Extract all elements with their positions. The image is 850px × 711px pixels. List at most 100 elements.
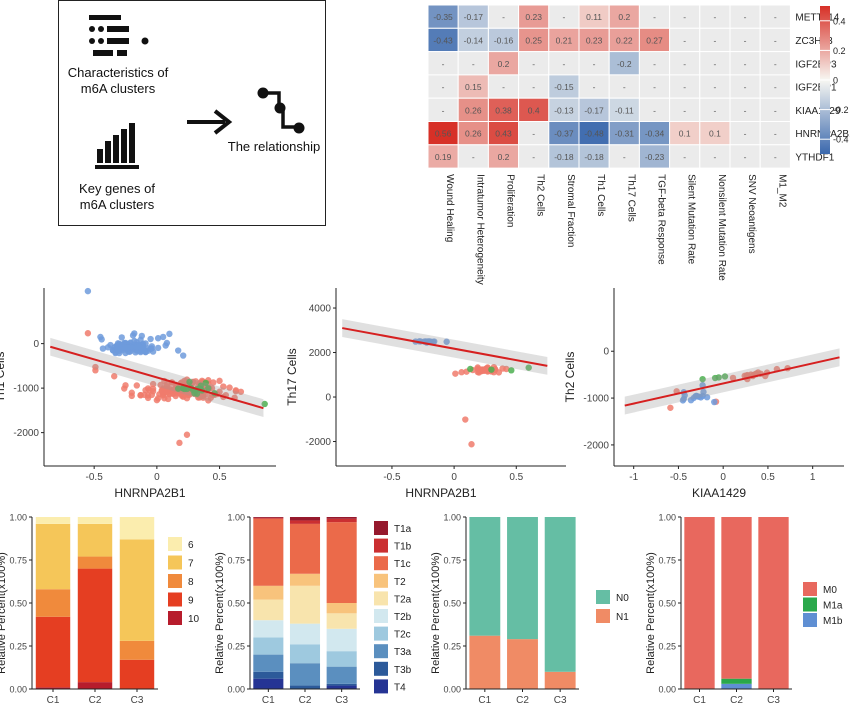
heatmap-cell-label: -0.2 bbox=[617, 59, 632, 69]
heatmap-cell-label: - bbox=[713, 59, 716, 69]
heatmap-cell-label: 0.1 bbox=[679, 129, 691, 139]
stacked-bar-segment bbox=[721, 683, 752, 689]
stacked-bar-segment bbox=[326, 651, 357, 667]
heatmap-cell-label: - bbox=[683, 12, 686, 22]
legend-swatch bbox=[168, 537, 182, 551]
stacked-bar-segment bbox=[253, 599, 284, 621]
heatmap-cell bbox=[759, 144, 791, 169]
heatmap-cell-label: - bbox=[774, 152, 777, 162]
stacked-bar-segment bbox=[326, 628, 357, 652]
y-tick-label: 4000 bbox=[309, 304, 332, 315]
stacked-bar-segment bbox=[326, 522, 357, 603]
scatter-point bbox=[174, 385, 182, 392]
heatmap-cell-label: - bbox=[653, 59, 656, 69]
scatter1-chart: -0.5 0 0.5 0 -1000 -2000 HNRNPA2B1 Th1 Cells bbox=[0, 287, 276, 500]
x-tick-label: C2 bbox=[730, 695, 743, 706]
scatter-point bbox=[111, 373, 118, 380]
heatmap-cell-label: 0.27 bbox=[646, 35, 663, 45]
legend-swatch bbox=[374, 626, 388, 641]
scatter-point bbox=[133, 382, 140, 389]
heatmap-cell-label: - bbox=[472, 59, 475, 69]
y-tick-label: 0.75 bbox=[9, 556, 27, 566]
x-tick-label: C1 bbox=[47, 695, 60, 706]
stacked-bar-segment bbox=[469, 635, 501, 689]
y-tick-label: -1000 bbox=[13, 384, 39, 395]
stacked-bar-segment bbox=[253, 517, 284, 518]
y-tick-label: 0 bbox=[603, 347, 609, 358]
stacked-bar-segment bbox=[289, 663, 321, 686]
heatmap-row-label: IGF2BP1 bbox=[795, 83, 837, 94]
heatmap-cell-label: 0.25 bbox=[525, 35, 542, 45]
y-tick-label: 1.00 bbox=[227, 513, 245, 523]
stacked-bar-segment bbox=[35, 616, 71, 688]
x-tick-label: C2 bbox=[299, 695, 312, 706]
y-tick-label: 0.00 bbox=[658, 685, 676, 695]
stacked-bar-segment bbox=[758, 517, 789, 689]
heatmap-cell-label: 0.26 bbox=[465, 129, 482, 139]
heatmap-cell-label: - bbox=[593, 82, 596, 92]
x-axis-label: HNRNPA2B1 bbox=[405, 486, 476, 500]
scatter-point bbox=[173, 390, 181, 397]
heatmap-cell-label: -0.48 bbox=[584, 129, 604, 139]
y-tick-label: 0.25 bbox=[9, 642, 27, 652]
scatter-point bbox=[104, 344, 112, 351]
scatter2-chart: -0.5 0 0.5 4000 2000 0 -2000 HNRNPA2B1 Th17 Cell… bbox=[285, 288, 566, 500]
stacked-bar-segment bbox=[289, 623, 321, 645]
scatter-point bbox=[154, 335, 162, 342]
heatmap-cell-label: - bbox=[774, 12, 777, 22]
heatmap-cell-label: -0.35 bbox=[433, 12, 453, 22]
legend-label: 7 bbox=[188, 559, 194, 570]
heatmap-cell-label: -0.15 bbox=[554, 82, 574, 92]
heatmap-cell-label: - bbox=[683, 82, 686, 92]
heatmap-cell-label: 0.26 bbox=[465, 105, 482, 115]
y-tick-label: 0.50 bbox=[227, 599, 245, 609]
stacked-bar-segment bbox=[77, 568, 113, 683]
scatter-point bbox=[667, 404, 674, 411]
stacked-bar-segment bbox=[289, 573, 321, 586]
stacked-bar-segment bbox=[289, 585, 321, 624]
stacked-bar-segment bbox=[77, 556, 113, 569]
x-tick-label: C3 bbox=[554, 695, 567, 706]
scatter-point bbox=[508, 367, 515, 374]
stacked-bar-segment bbox=[721, 678, 752, 684]
stacked-bar-segment bbox=[469, 517, 501, 636]
heatmap-col-label: TGF-beta Response bbox=[656, 174, 667, 265]
legend-label: T2c bbox=[394, 630, 411, 641]
legend-swatch bbox=[596, 609, 610, 623]
legend-swatch bbox=[374, 573, 388, 588]
scatter-point bbox=[84, 287, 92, 295]
heatmap-cell-label: -0.16 bbox=[494, 35, 514, 45]
heatmap-cell-label: -0.17 bbox=[584, 105, 604, 115]
y-axis-label: Relative Percent(x100%) bbox=[645, 552, 657, 674]
y-tick-label: 0.00 bbox=[9, 685, 27, 695]
x-tick-label: 0.5 bbox=[761, 472, 775, 483]
colorbar-tick-label: 0.4 bbox=[833, 16, 846, 26]
legend-label: 10 bbox=[188, 614, 200, 625]
heatmap-row-label: IGF2BP3 bbox=[795, 59, 837, 70]
stacked-bar-segment bbox=[289, 517, 321, 521]
heatmap-cell-label: - bbox=[683, 59, 686, 69]
heatmap-col-label: Intratumor Heterogeneity bbox=[474, 174, 485, 285]
stacked-bar-segment bbox=[289, 685, 321, 689]
heatmap-cell-label: -0.18 bbox=[584, 152, 604, 162]
stacked-bar-segment bbox=[326, 518, 357, 523]
colorbar-tick-label: -0.4 bbox=[833, 135, 849, 145]
heatmap-cell-label: 0.56 bbox=[435, 129, 452, 139]
legend-label: T2b bbox=[394, 612, 412, 623]
y-tick-label: 0.75 bbox=[443, 556, 461, 566]
legend-label: T1c bbox=[394, 559, 411, 570]
x-tick-label: 0 bbox=[451, 472, 457, 483]
scatter3-chart: -1 -0.5 0 0.5 1 0 -1000 -2000 KIAA1429 Th2 Cells bbox=[563, 288, 844, 500]
y-tick-label: -2000 bbox=[305, 437, 331, 448]
heatmap-cell-label: - bbox=[683, 105, 686, 115]
scatter-point bbox=[124, 344, 132, 351]
y-tick-label: 0 bbox=[33, 339, 39, 350]
y-tick-label: 1.00 bbox=[443, 513, 461, 523]
scatter-point bbox=[147, 345, 154, 353]
scatter-point bbox=[210, 379, 217, 386]
bar1-chart: C1 C2 C3 0.00 0.25 0.50 0.75 1.00 Relative Perce… bbox=[0, 513, 200, 707]
heatmap-col-label: Th17 Cells bbox=[625, 174, 636, 222]
scatter-point bbox=[148, 391, 156, 398]
heatmap-cell-label: - bbox=[744, 59, 747, 69]
stacked-bar-segment bbox=[326, 603, 357, 614]
